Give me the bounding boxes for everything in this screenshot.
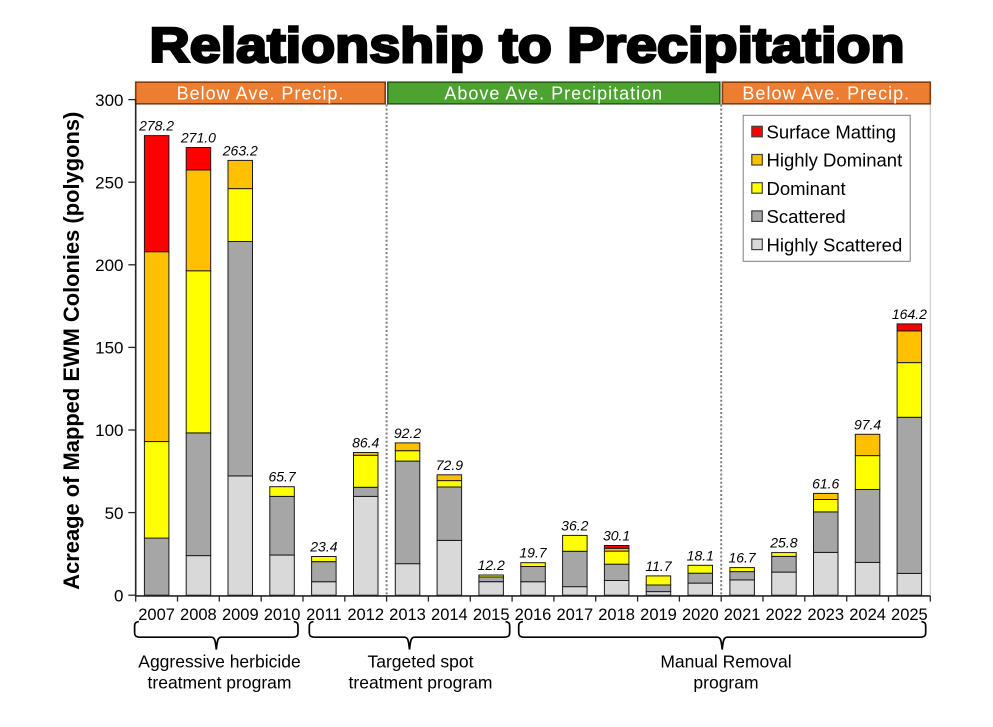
- svg-text:19.7: 19.7: [519, 545, 547, 561]
- svg-text:263.2: 263.2: [222, 142, 258, 158]
- svg-text:23.4: 23.4: [309, 539, 337, 555]
- svg-text:164.2: 164.2: [892, 306, 927, 322]
- svg-text:61.6: 61.6: [812, 475, 839, 491]
- svg-text:16.7: 16.7: [728, 550, 756, 566]
- svg-text:2013: 2013: [389, 606, 426, 624]
- svg-text:Surface Matting: Surface Matting: [767, 122, 897, 143]
- svg-text:2008: 2008: [180, 606, 217, 624]
- svg-text:92.2: 92.2: [394, 425, 421, 441]
- svg-text:2023: 2023: [807, 606, 844, 624]
- svg-text:200: 200: [95, 256, 123, 275]
- svg-text:50: 50: [105, 504, 124, 523]
- svg-text:Below Ave. Precip.: Below Ave. Precip.: [177, 83, 345, 103]
- svg-text:program: program: [693, 672, 758, 692]
- svg-text:2007: 2007: [138, 606, 175, 624]
- svg-text:2016: 2016: [515, 606, 552, 624]
- svg-text:treatment program: treatment program: [349, 672, 493, 692]
- svg-text:Below Ave. Precip.: Below Ave. Precip.: [742, 83, 910, 103]
- svg-text:2024: 2024: [849, 606, 886, 624]
- svg-text:2025: 2025: [891, 606, 928, 624]
- svg-text:Above Ave. Precipitation: Above Ave. Precipitation: [444, 83, 663, 103]
- svg-text:97.4: 97.4: [854, 416, 881, 432]
- svg-text:2017: 2017: [556, 606, 593, 624]
- svg-text:Highly Dominant: Highly Dominant: [767, 150, 903, 171]
- svg-text:12.2: 12.2: [478, 557, 505, 573]
- svg-text:Acreage of Mapped EWM Colonies: Acreage of Mapped EWM Colonies (polygons…: [59, 112, 84, 590]
- svg-text:Targeted spot: Targeted spot: [367, 652, 473, 672]
- svg-text:30.1: 30.1: [603, 528, 630, 544]
- svg-text:2019: 2019: [640, 606, 677, 624]
- svg-text:0: 0: [114, 586, 123, 605]
- svg-text:150: 150: [95, 339, 123, 358]
- svg-text:2020: 2020: [682, 606, 719, 624]
- svg-text:2009: 2009: [222, 606, 259, 624]
- svg-text:2015: 2015: [473, 606, 510, 624]
- svg-text:2021: 2021: [724, 606, 761, 624]
- svg-text:36.2: 36.2: [561, 517, 588, 533]
- svg-text:2018: 2018: [598, 606, 635, 624]
- svg-text:2012: 2012: [347, 606, 384, 624]
- svg-text:2022: 2022: [766, 606, 803, 624]
- svg-text:Relationship to Precipitation: Relationship to Precipitation: [150, 19, 905, 73]
- svg-text:278.2: 278.2: [138, 118, 174, 134]
- svg-text:2010: 2010: [264, 606, 301, 624]
- svg-text:Aggressive herbicide: Aggressive herbicide: [138, 652, 300, 672]
- svg-text:2011: 2011: [306, 606, 341, 624]
- svg-text:Highly Scattered: Highly Scattered: [767, 234, 903, 255]
- svg-text:300: 300: [95, 91, 123, 110]
- svg-text:Scattered: Scattered: [767, 206, 846, 227]
- svg-text:86.4: 86.4: [352, 435, 379, 451]
- svg-text:11.7: 11.7: [645, 558, 672, 574]
- svg-text:Manual Removal: Manual Removal: [660, 652, 791, 672]
- svg-text:treatment program: treatment program: [148, 672, 292, 692]
- svg-text:Dominant: Dominant: [767, 178, 846, 199]
- svg-text:65.7: 65.7: [268, 469, 296, 485]
- svg-text:72.9: 72.9: [436, 457, 463, 473]
- svg-text:18.1: 18.1: [687, 547, 714, 563]
- svg-text:25.8: 25.8: [769, 535, 797, 551]
- svg-text:2014: 2014: [431, 606, 468, 624]
- svg-text:271.0: 271.0: [180, 130, 216, 146]
- svg-text:100: 100: [95, 421, 123, 440]
- svg-text:250: 250: [95, 173, 123, 192]
